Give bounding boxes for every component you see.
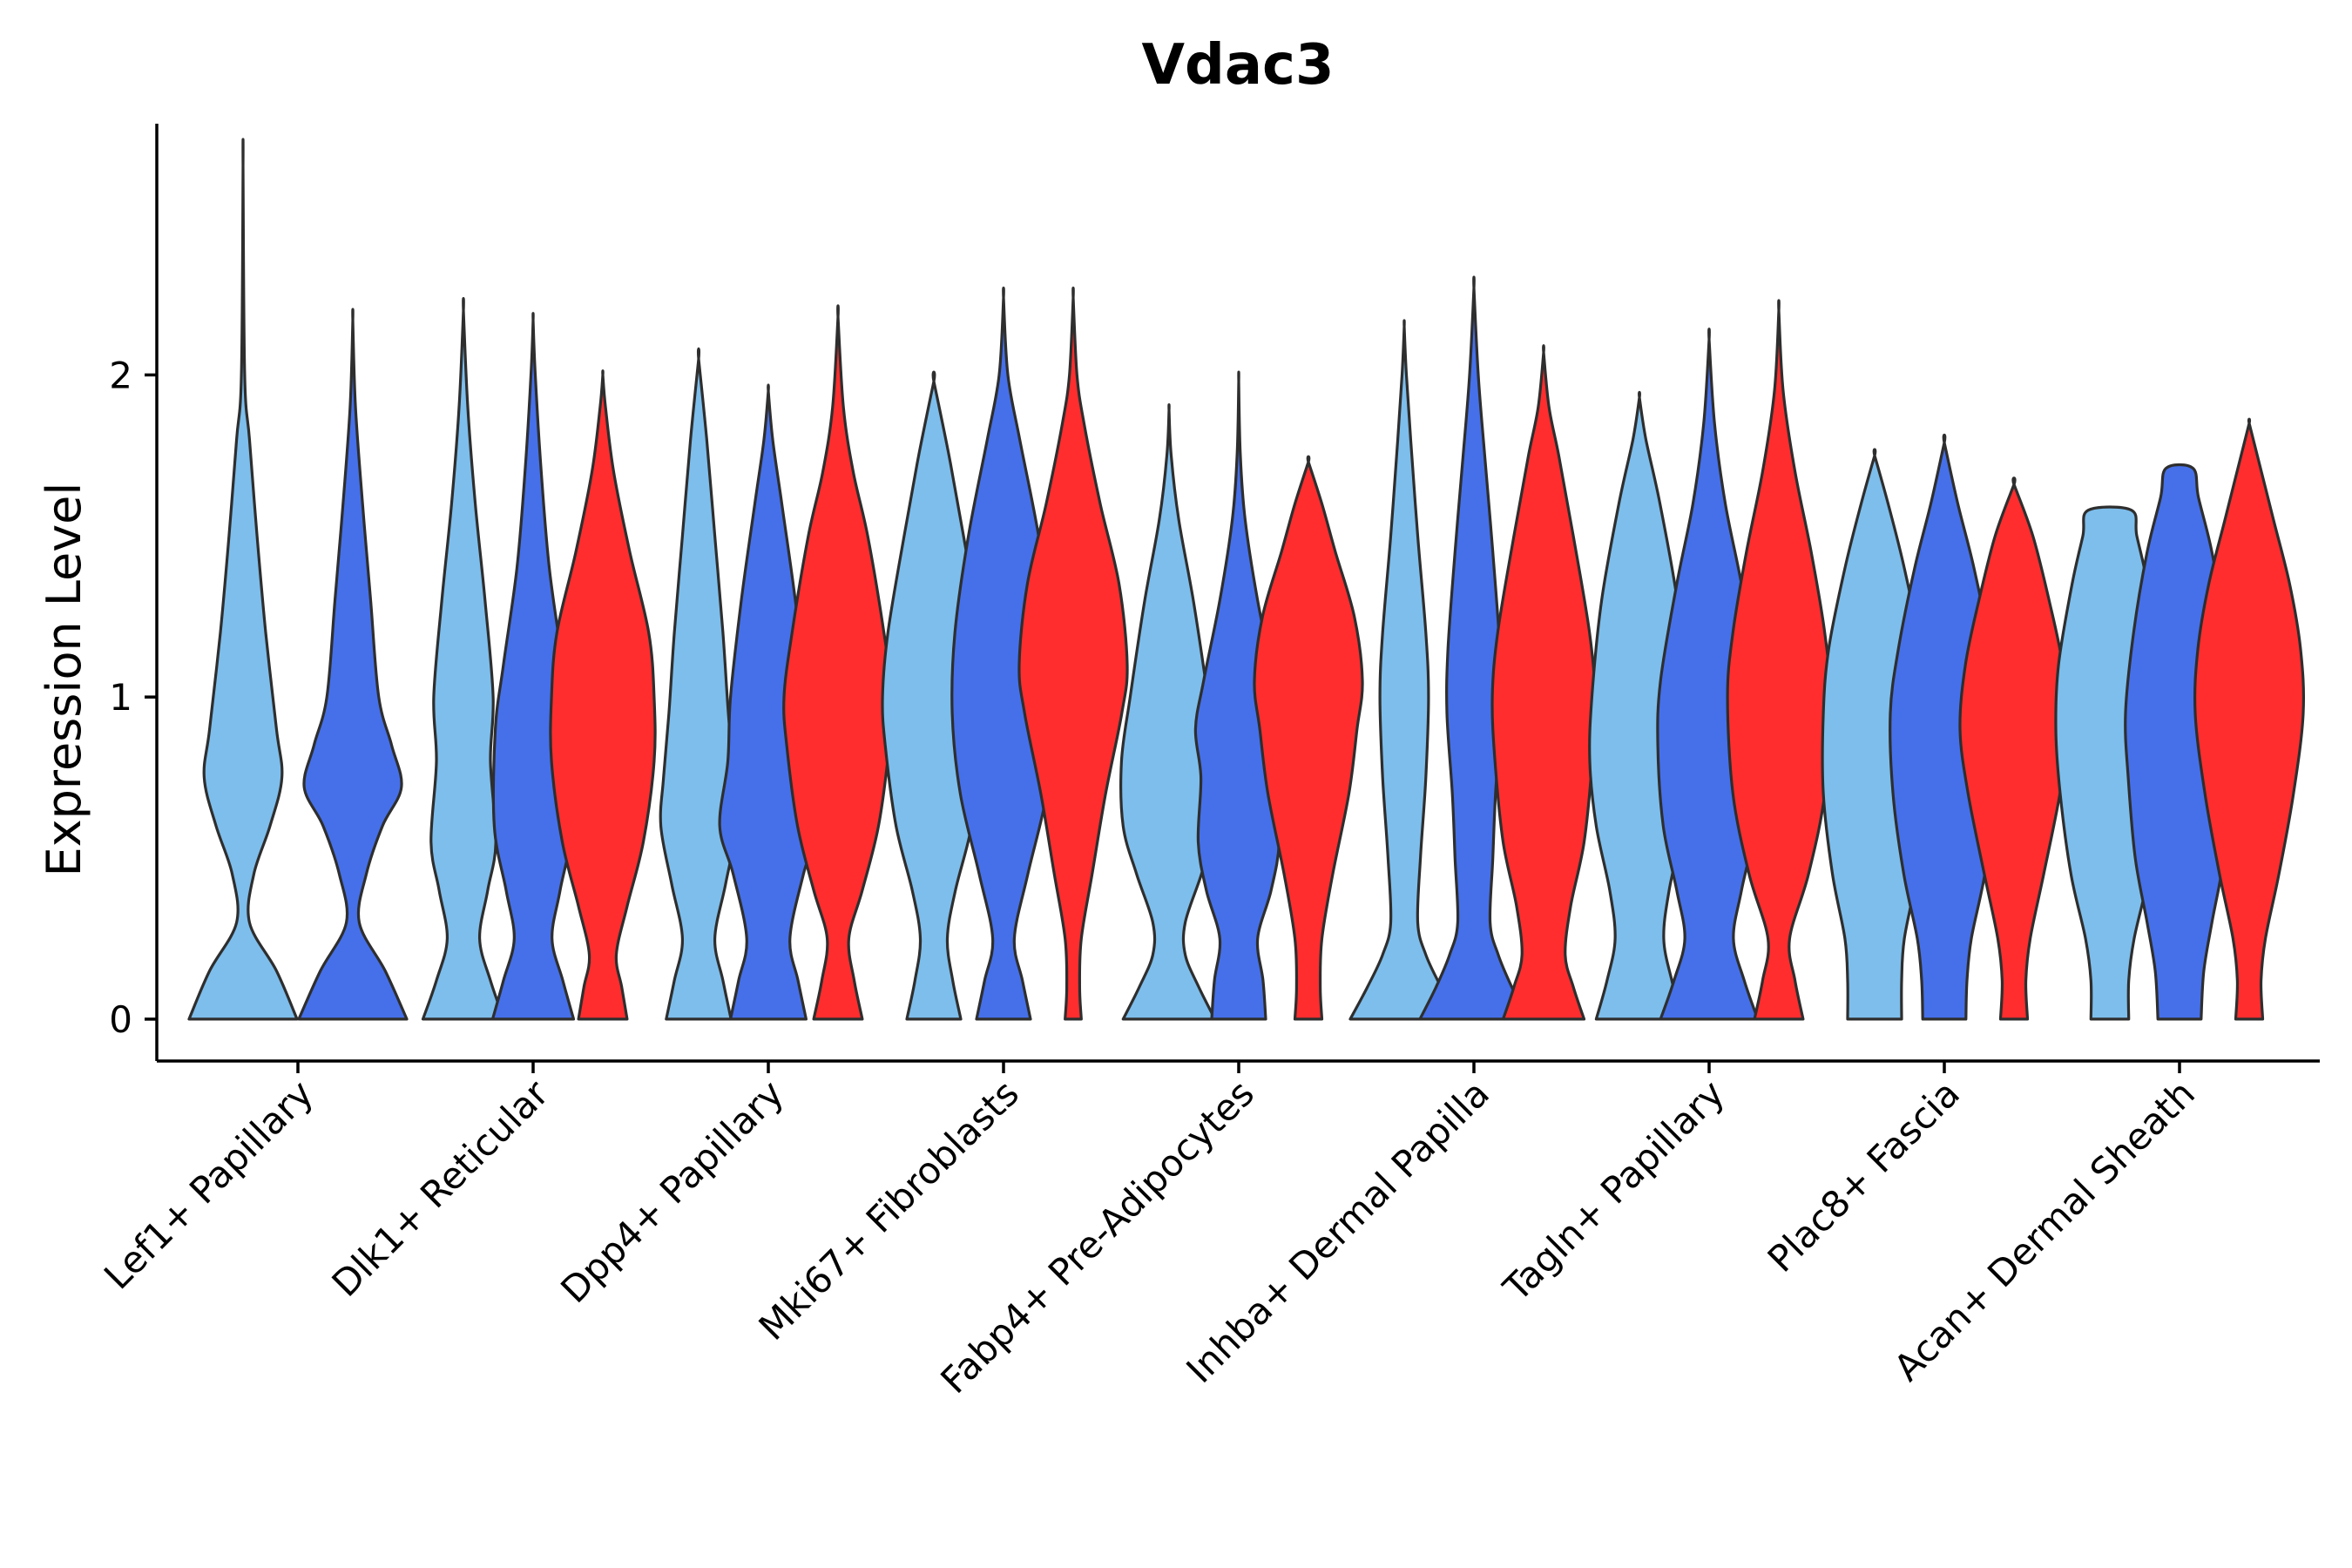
x-tick-label: Plac8+ Fascia xyxy=(1760,1071,1968,1280)
y-axis-label: Expression Level xyxy=(37,483,91,877)
violin-1-2 xyxy=(297,308,409,1021)
violin-3-1 xyxy=(659,347,739,1021)
y-tick-label: 2 xyxy=(109,354,132,396)
x-tick-label: Dlk1+ Reticular xyxy=(324,1071,558,1305)
y-tick-label: 1 xyxy=(109,676,132,719)
violin-2-1 xyxy=(421,297,506,1021)
violin-6-1 xyxy=(1348,319,1460,1021)
violin-8-3 xyxy=(1958,476,2070,1021)
y-ticks: 0 1 2 xyxy=(109,354,157,1041)
violin-5-3 xyxy=(1253,455,1364,1021)
violin-3-3 xyxy=(782,304,894,1021)
violin-1-1 xyxy=(187,138,299,1021)
violin-9-3 xyxy=(2193,417,2306,1021)
y-tick-label: 0 xyxy=(109,998,132,1041)
x-tick-label: Mki67+ Fibroblasts xyxy=(751,1071,1027,1348)
x-tick-label: Dpp4+ Papillary xyxy=(552,1071,792,1311)
chart-title: Vdac3 xyxy=(1142,33,1335,98)
violin-2-3 xyxy=(549,369,657,1021)
x-tick-label: Lef1+ Papillary xyxy=(96,1071,321,1297)
violin-6-2 xyxy=(1418,275,1530,1021)
x-tick-label: Tagln+ Papillary xyxy=(1495,1071,1733,1309)
violin-4-3 xyxy=(1017,286,1129,1021)
violin-6-3 xyxy=(1490,344,1597,1021)
violin-7-3 xyxy=(1726,299,1832,1021)
violins-layer xyxy=(187,138,2306,1021)
